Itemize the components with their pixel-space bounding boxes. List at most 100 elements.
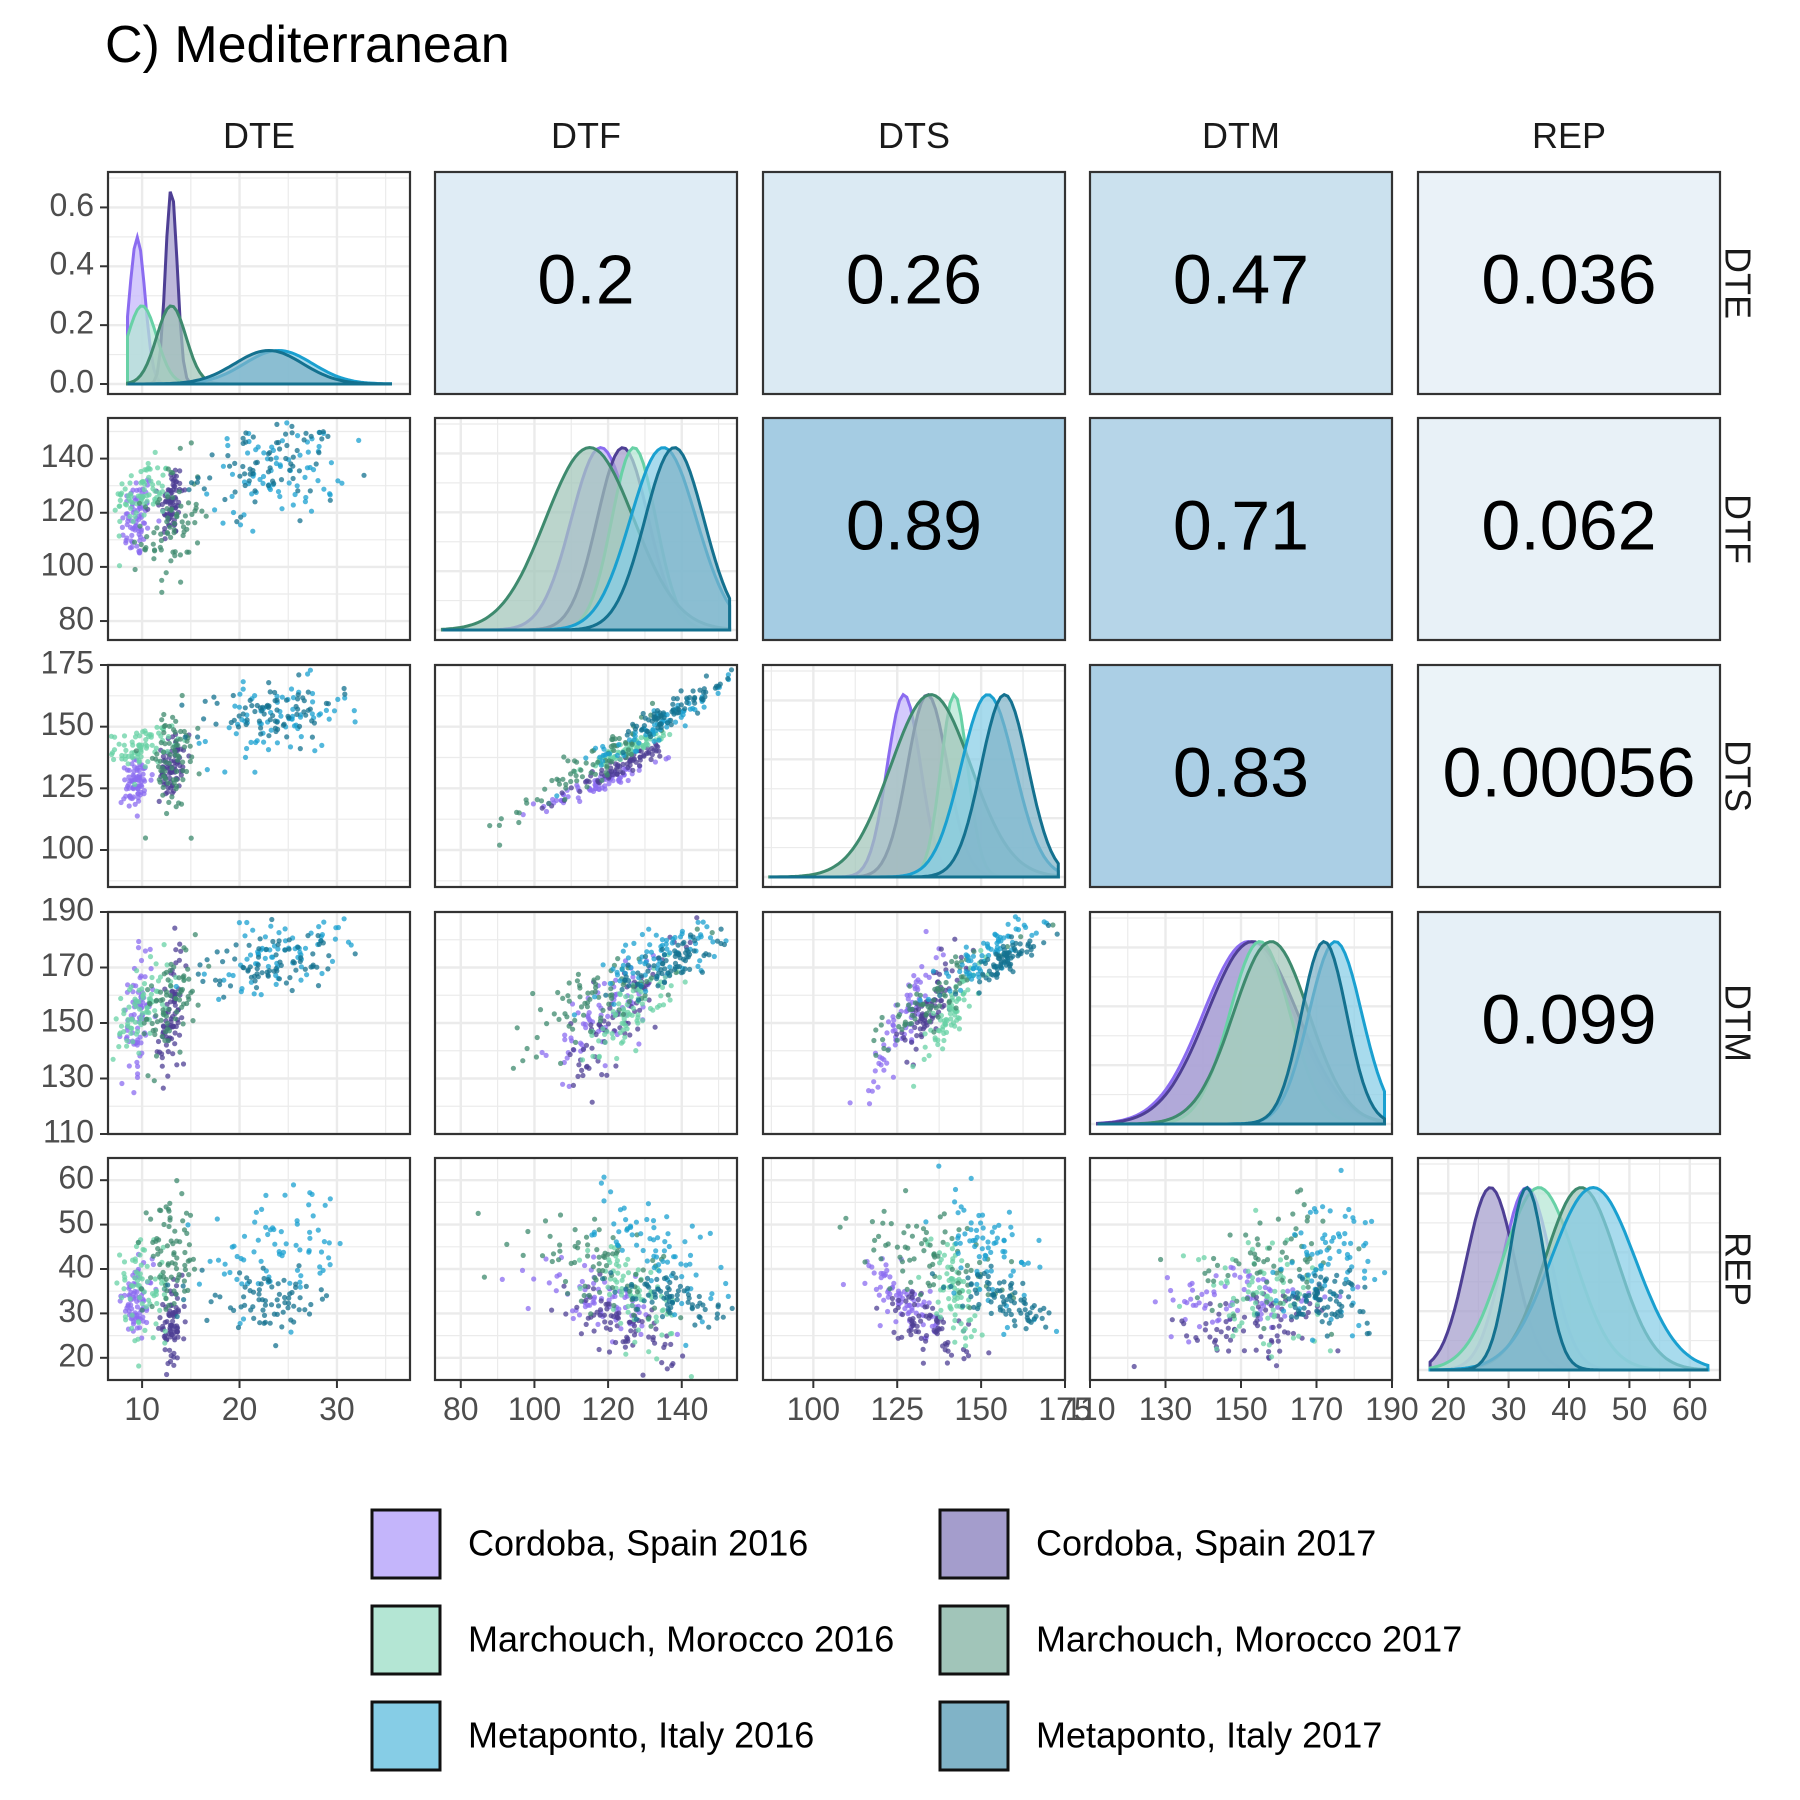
point-series-3 (1245, 1240, 1251, 1246)
point-series-4 (167, 1200, 173, 1206)
point-series-4 (151, 530, 157, 536)
point-series-6 (1323, 1312, 1329, 1318)
point-series-2 (1223, 1319, 1229, 1325)
point-series-1 (606, 1297, 612, 1303)
point-series-4 (174, 511, 180, 517)
point-series-5 (341, 916, 347, 922)
point-series-1 (121, 765, 127, 771)
point-series-5 (276, 930, 282, 936)
point-series-3 (160, 1244, 166, 1250)
point-series-5 (293, 1242, 299, 1248)
point-series-2 (163, 1042, 169, 1048)
point-series-3 (619, 1020, 625, 1026)
point-series-3 (654, 1004, 661, 1010)
point-series-5 (262, 955, 268, 962)
point-series-6 (211, 694, 217, 700)
point-series-2 (965, 1353, 972, 1359)
point-series-3 (607, 1259, 613, 1266)
point-series-2 (1169, 1317, 1175, 1323)
point-series-4 (623, 739, 629, 746)
point-series-5 (707, 935, 714, 941)
point-series-4 (151, 556, 157, 562)
point-series-4 (564, 1014, 570, 1020)
point-series-5 (631, 940, 637, 947)
point-series-1 (566, 1083, 572, 1089)
point-series-4 (174, 1255, 180, 1261)
point-series-6 (1039, 1315, 1045, 1321)
point-series-4 (949, 1235, 955, 1242)
point-series-6 (986, 1286, 992, 1292)
point-series-6 (1333, 1298, 1339, 1304)
x-tick-label: 100 (787, 1391, 840, 1427)
point-series-4 (184, 549, 190, 555)
point-series-1 (121, 796, 127, 802)
point-series-6 (1000, 943, 1006, 950)
point-series-4 (185, 994, 191, 1000)
point-series-4 (956, 1270, 962, 1276)
point-series-3 (950, 1325, 957, 1331)
point-series-6 (180, 1283, 186, 1289)
point-series-5 (202, 738, 208, 745)
legend-swatch (370, 1508, 442, 1580)
point-series-5 (288, 1329, 294, 1335)
point-series-3 (165, 734, 172, 740)
point-series-5 (1325, 1261, 1331, 1267)
point-series-5 (1313, 1267, 1319, 1273)
point-series-4 (187, 1212, 194, 1218)
point-series-5 (930, 968, 937, 974)
point-series-2 (631, 1332, 638, 1338)
point-series-6 (1303, 1298, 1309, 1304)
point-series-5 (613, 1239, 619, 1245)
point-series-4 (937, 1214, 943, 1220)
point-series-6 (199, 1267, 205, 1273)
point-series-6 (303, 712, 309, 718)
point-series-3 (141, 512, 147, 518)
point-series-3 (962, 1335, 969, 1341)
point-series-1 (131, 1319, 137, 1325)
point-series-2 (159, 1063, 165, 1069)
point-series-6 (670, 707, 676, 713)
point-series-4 (907, 1007, 913, 1013)
point-series-4 (174, 768, 180, 775)
point-series-6 (1008, 934, 1015, 940)
point-series-6 (260, 1265, 266, 1271)
point-series-5 (277, 493, 283, 500)
point-series-3 (117, 1031, 123, 1037)
point-series-3 (143, 730, 149, 737)
point-series-5 (345, 939, 352, 945)
point-series-4 (555, 989, 561, 996)
point-series-4 (563, 785, 569, 791)
correlation-label: 0.83 (1173, 733, 1309, 811)
point-series-2 (1254, 1323, 1261, 1329)
scatter-points (510, 915, 729, 1105)
point-series-3 (948, 1276, 955, 1282)
point-series-4 (665, 992, 671, 998)
point-series-5 (965, 958, 972, 964)
point-series-5 (335, 696, 341, 703)
point-series-3 (147, 954, 154, 960)
point-series-3 (137, 1271, 143, 1277)
point-series-5 (283, 1241, 289, 1247)
point-series-3 (159, 483, 165, 489)
point-series-2 (664, 1366, 670, 1372)
point-series-5 (315, 478, 321, 484)
density-6 (1097, 939, 1386, 1126)
point-series-2 (907, 1316, 913, 1322)
point-series-1 (923, 972, 929, 978)
point-series-5 (985, 1239, 991, 1245)
point-series-1 (576, 1312, 583, 1318)
point-series-5 (643, 988, 649, 994)
point-series-3 (910, 1063, 916, 1070)
point-series-2 (167, 1347, 173, 1353)
point-series-3 (111, 756, 117, 763)
point-series-3 (143, 745, 149, 751)
point-series-4 (181, 529, 187, 535)
point-series-6 (643, 1281, 650, 1287)
point-series-4 (869, 1219, 876, 1225)
point-series-4 (189, 754, 195, 760)
point-series-4 (542, 1218, 549, 1224)
point-series-5 (327, 1196, 333, 1202)
point-series-4 (599, 777, 605, 784)
point-series-6 (232, 460, 238, 466)
